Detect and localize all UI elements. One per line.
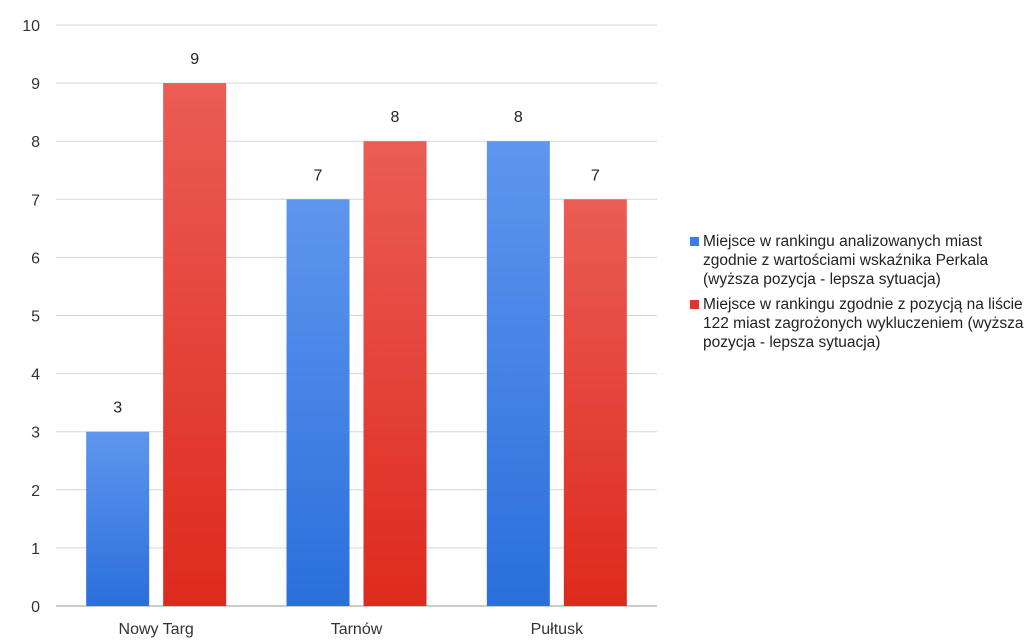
bar-chart: 0 1 2 3 4 5 6 7 8 9 10 3 9 7 8 8 7 Nowy Targ Tarnów Pułtu… xyxy=(22,18,657,638)
legend-item-series-1: Miejsce w rankingu analizowanych miast z… xyxy=(690,232,1026,289)
data-label: 8 xyxy=(391,109,400,126)
bar-series-2-1 xyxy=(163,83,227,607)
data-label: 7 xyxy=(591,167,600,184)
y-tick-label: 0 xyxy=(31,599,40,616)
legend-label-series-1: Miejsce w rankingu analizowanych miast z… xyxy=(703,233,989,288)
y-tick-label: 9 xyxy=(31,76,40,93)
x-category-label: Pułtusk xyxy=(531,621,584,638)
bar-series-2-2 xyxy=(363,141,427,606)
legend-swatch-red xyxy=(690,300,699,309)
y-tick-label: 4 xyxy=(31,367,40,384)
data-label: 8 xyxy=(514,109,523,126)
y-tick-label: 6 xyxy=(31,250,40,267)
y-tick-label: 8 xyxy=(31,134,40,151)
gridlines xyxy=(56,24,657,607)
y-tick-label: 5 xyxy=(31,309,40,326)
y-tick-label: 2 xyxy=(31,483,40,500)
legend-label-series-2: Miejsce w rankingu zgodnie z pozycją na … xyxy=(703,296,1024,351)
data-label: 7 xyxy=(314,167,323,184)
y-tick-label: 3 xyxy=(31,425,40,442)
x-category-label: Tarnów xyxy=(331,621,383,638)
bar-series-1-3 xyxy=(486,141,550,606)
y-axis-ticks: 0 1 2 3 4 5 6 7 8 9 10 xyxy=(22,18,40,616)
legend: Miejsce w rankingu analizowanych miast z… xyxy=(690,232,1026,358)
y-tick-label: 10 xyxy=(22,18,40,35)
x-category-label: Nowy Targ xyxy=(119,621,194,638)
legend-item-series-2: Miejsce w rankingu zgodnie z pozycją na … xyxy=(690,295,1026,352)
bar-series-2-3 xyxy=(563,199,627,607)
data-label: 3 xyxy=(113,400,122,417)
data-labels: 3 9 7 8 8 7 xyxy=(113,51,600,417)
bar-series-1-2 xyxy=(286,199,350,607)
bars xyxy=(86,83,627,607)
bar-series-1-1 xyxy=(86,431,150,606)
x-axis-categories: Nowy Targ Tarnów Pułtusk xyxy=(119,621,585,638)
y-tick-label: 7 xyxy=(31,192,40,209)
legend-swatch-blue xyxy=(690,237,699,246)
y-tick-label: 1 xyxy=(31,541,40,558)
data-label: 9 xyxy=(190,51,199,68)
